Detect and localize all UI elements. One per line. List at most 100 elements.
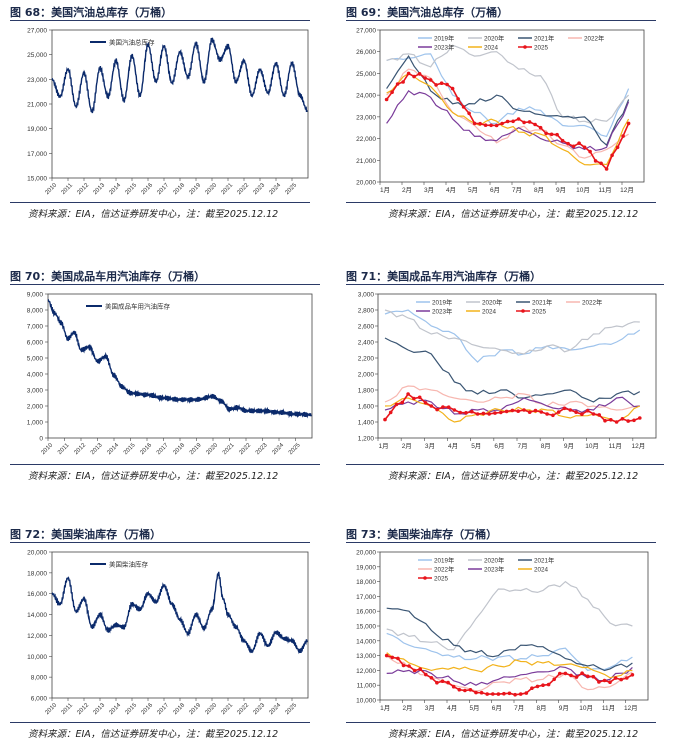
y-tick-label: 1,600	[358, 404, 375, 411]
x-tick-label: 5月	[471, 442, 481, 450]
series-marker	[424, 672, 428, 677]
series-marker	[441, 405, 445, 409]
plot-frame	[47, 293, 313, 439]
y-tick-label: 22,000	[356, 136, 376, 143]
x-tick-label: 2010	[44, 182, 58, 196]
x-tick-label: 2022	[236, 182, 250, 196]
series-line	[384, 396, 640, 415]
x-tick-label: 2015	[124, 702, 138, 716]
series-marker	[602, 678, 607, 683]
x-tick-label: 6月	[494, 442, 504, 450]
y-tick-label: 25,000	[356, 71, 376, 78]
y-tick-label: 19,000	[27, 126, 47, 133]
chart-diesel-seasonal: 10,000 11,000 12,000 13,000 14,000 15,000 16,0…	[356, 550, 649, 712]
x-tick-label: 2019	[188, 182, 202, 196]
legend-label: 美国柴油库存	[109, 560, 149, 569]
y-tick-label: 4,000	[27, 372, 44, 379]
x-tick-label: 2015	[124, 182, 138, 196]
series-marker	[428, 78, 433, 82]
source-note: 资料来源：EIA，信达证券研发中心，注：截至2025.12.12	[388, 209, 639, 220]
x-tick-label: 2016	[140, 702, 154, 716]
series-line	[386, 652, 633, 679]
series-marker	[533, 122, 537, 127]
series-marker	[551, 413, 555, 418]
y-tick-label: 6,000	[31, 696, 48, 703]
y-tick-label: 2,800	[358, 308, 375, 315]
panel-title: 图 70：美国成品车用汽油库存（万桶）	[10, 270, 206, 283]
x-tick-label: 2017	[156, 702, 170, 716]
series-marker	[574, 675, 579, 679]
series-marker	[396, 656, 400, 661]
series-marker	[593, 159, 598, 163]
title-rule	[346, 284, 664, 285]
x-tick-label: 2021	[220, 702, 234, 716]
x-tick-label: 2011	[61, 702, 75, 716]
series-marker	[568, 408, 573, 412]
x-tick-label: 2014	[106, 442, 120, 456]
series-marker	[591, 674, 596, 679]
series-marker	[390, 90, 394, 94]
series-marker	[412, 396, 416, 401]
series-marker	[518, 692, 523, 696]
series-marker	[620, 417, 625, 421]
x-tick-label: 2012	[73, 442, 87, 456]
y-tick-label: 20,000	[356, 180, 376, 187]
plot-frame	[379, 551, 649, 701]
legend-label: 2022年	[434, 564, 454, 573]
y-tick-label: 6,000	[27, 340, 44, 347]
series-marker	[588, 149, 592, 154]
title-rule	[10, 284, 320, 285]
series-marker	[417, 72, 422, 76]
y-tick-label: 23,000	[27, 77, 47, 84]
series-marker	[580, 412, 584, 416]
series-marker	[530, 686, 534, 690]
x-tick-label: 12月	[624, 704, 638, 712]
x-tick-label: 2025	[284, 702, 298, 716]
legend-label: 2024	[484, 44, 499, 51]
panel-title: 图 71：美国成品车用汽油库存（万桶）	[346, 270, 542, 283]
x-tick-label: 7月	[514, 704, 524, 712]
source-note: 资料来源：EIA，信达证券研发中心，注：截至2025.12.12	[28, 471, 279, 482]
x-tick-label: 9月	[564, 442, 574, 450]
legend-marker	[521, 309, 525, 313]
series-marker	[580, 671, 584, 675]
x-tick-label: 2019	[189, 442, 203, 456]
series-marker	[412, 74, 416, 79]
series-marker	[390, 655, 395, 660]
series-marker	[621, 134, 625, 138]
x-tick-label: 10月	[579, 704, 593, 712]
title-rule	[10, 20, 310, 21]
series-marker	[383, 417, 387, 422]
series-marker	[434, 83, 438, 87]
series-marker	[549, 132, 554, 137]
series-marker	[479, 690, 484, 695]
series-marker	[388, 410, 393, 415]
legend-label: 2023年	[484, 564, 504, 573]
series-marker	[604, 167, 609, 171]
series-marker	[626, 419, 630, 423]
series-marker	[493, 411, 497, 415]
source-rule	[346, 722, 656, 723]
y-tick-label: 12,000	[356, 668, 376, 675]
x-tick-label: 2月	[402, 186, 412, 194]
y-tick-label: 18,000	[27, 570, 47, 577]
series-marker	[599, 161, 603, 166]
x-tick-label: 11月	[602, 704, 615, 712]
series-marker	[451, 684, 456, 689]
x-tick-label: 2018	[172, 182, 186, 196]
y-tick-label: 19,000	[356, 564, 376, 571]
x-tick-label: 2024	[268, 702, 282, 716]
series-marker	[487, 412, 491, 416]
source-rule	[10, 722, 310, 723]
x-tick-label: 5月	[469, 704, 479, 712]
series-marker	[516, 409, 520, 413]
series-marker	[395, 82, 400, 86]
source-note: 资料来源：EIA，信达证券研发中心，注：截至2025.12.12	[28, 209, 279, 220]
series-marker	[418, 667, 422, 671]
legend-label: 2020年	[484, 555, 504, 564]
x-tick-label: 2020	[204, 182, 218, 196]
series-marker	[468, 688, 473, 692]
chart-finished-gasoline-seasonal: 1,200 1,400 1,600 1,800 2,000 2,200 2,400 2,600…	[358, 292, 657, 450]
y-tick-label: 2,000	[27, 404, 44, 411]
x-tick-label: 2月	[402, 442, 412, 450]
